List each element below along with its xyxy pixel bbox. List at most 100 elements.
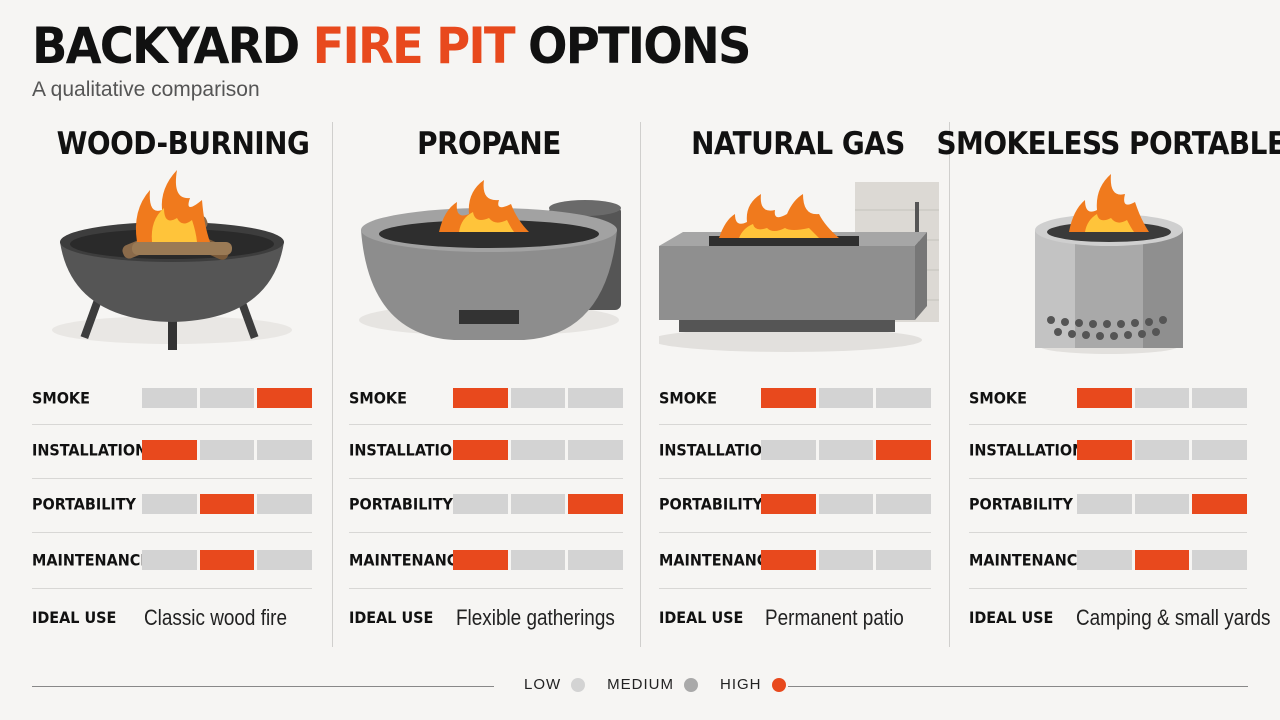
rating-segment-3 bbox=[257, 440, 313, 460]
rating-segment-3 bbox=[1192, 494, 1248, 514]
smokeless-steel-pit-illustration bbox=[969, 170, 1247, 360]
title-accent: FIRE PIT bbox=[312, 17, 516, 75]
wood-fire-pit-illustration bbox=[32, 170, 312, 360]
ideal-use-row: IDEAL USE Permanent patio bbox=[659, 600, 931, 640]
maintenance-rating-bar bbox=[142, 550, 313, 570]
propane-fire-bowl-illustration bbox=[349, 170, 623, 360]
rating-segment-2 bbox=[510, 388, 566, 408]
portability-rating-bar bbox=[1077, 494, 1248, 514]
maintenance-label: MAINTENANCE bbox=[349, 550, 468, 570]
rating-segment-3 bbox=[1192, 550, 1248, 570]
maintenance-rating-bar bbox=[453, 550, 624, 570]
rating-segment-1 bbox=[1077, 550, 1132, 570]
rating-segment-2 bbox=[1134, 440, 1190, 460]
rating-segment-3 bbox=[568, 440, 624, 460]
maintenance-label: MAINTENANCE bbox=[969, 550, 1088, 570]
rating-segment-1 bbox=[1077, 388, 1132, 408]
ideal-use-label: IDEAL USE bbox=[32, 608, 117, 627]
portability-rating-row: PORTABILITY bbox=[32, 478, 313, 530]
legend-low: LOW bbox=[524, 676, 586, 693]
smoke-rating-bar bbox=[1077, 388, 1248, 408]
smoke-rating-bar bbox=[761, 388, 932, 408]
row-separator bbox=[969, 424, 1247, 425]
ideal-use-row: IDEAL USE Classic wood fire bbox=[32, 600, 312, 640]
column-divider bbox=[640, 122, 641, 647]
ideal-use-value: Permanent patio bbox=[765, 605, 904, 630]
portability-rating-row: PORTABILITY bbox=[659, 478, 932, 530]
smoke-rating-row: SMOKE bbox=[32, 372, 313, 424]
row-separator bbox=[32, 424, 312, 425]
rating-segment-1 bbox=[142, 440, 197, 460]
legend-high-dot bbox=[771, 677, 786, 692]
installation-rating-row: INSTALLATION bbox=[32, 424, 313, 476]
legend-high: HIGH bbox=[720, 676, 786, 693]
rating-segment-3 bbox=[568, 494, 624, 514]
rating-segment-3 bbox=[257, 388, 313, 408]
legend-low-dot bbox=[571, 677, 586, 692]
portability-rating-row: PORTABILITY bbox=[349, 478, 624, 530]
smoke-rating-bar bbox=[453, 388, 624, 408]
rating-segment-1 bbox=[142, 550, 197, 570]
rating-segment-2 bbox=[1134, 494, 1190, 514]
column-natural-gas: NATURAL GAS SMOKE INSTALLATION PORTABILITY… bbox=[652, 0, 939, 720]
page-subtitle: A qualitative comparison bbox=[32, 78, 260, 101]
rating-segment-1 bbox=[761, 388, 816, 408]
rating-segment-2 bbox=[818, 550, 874, 570]
rating-segment-2 bbox=[199, 494, 255, 514]
rating-segment-3 bbox=[876, 388, 932, 408]
row-separator bbox=[659, 424, 931, 425]
rating-segment-3 bbox=[1192, 388, 1248, 408]
row-separator bbox=[969, 478, 1247, 479]
installation-rating-row: INSTALLATION bbox=[349, 424, 624, 476]
installation-label: INSTALLATION bbox=[349, 440, 465, 460]
portability-label: PORTABILITY bbox=[32, 494, 136, 514]
rating-segment-2 bbox=[818, 388, 874, 408]
rating-segment-1 bbox=[761, 494, 816, 514]
rating-segment-3 bbox=[568, 388, 624, 408]
ideal-use-row: IDEAL USE Camping & small yards bbox=[969, 600, 1271, 640]
portability-label: PORTABILITY bbox=[349, 494, 453, 514]
column-propane: PROPANE SMOKE INSTALLATION PORTABILITY MAIN… bbox=[349, 0, 624, 720]
legend-medium: MEDIUM bbox=[607, 676, 698, 693]
maintenance-rating-row: MAINTENANCE bbox=[969, 534, 1248, 586]
column-title: NATURAL GAS bbox=[691, 126, 905, 162]
row-separator bbox=[659, 532, 931, 533]
column-divider bbox=[949, 122, 950, 647]
rating-segment-3 bbox=[257, 550, 313, 570]
rating-segment-2 bbox=[510, 440, 566, 460]
title-part-3: OPTIONS bbox=[513, 17, 751, 75]
column-title: PROPANE bbox=[417, 126, 561, 162]
row-separator bbox=[659, 478, 931, 479]
rating-segment-1 bbox=[453, 440, 508, 460]
installation-rating-row: INSTALLATION bbox=[969, 424, 1248, 476]
smoke-rating-bar bbox=[142, 388, 313, 408]
rating-segment-2 bbox=[818, 494, 874, 514]
smoke-label: SMOKE bbox=[969, 388, 1027, 408]
portability-label: PORTABILITY bbox=[969, 494, 1073, 514]
rating-segment-1 bbox=[453, 494, 508, 514]
rating-segment-2 bbox=[818, 440, 874, 460]
portability-rating-bar bbox=[761, 494, 932, 514]
column-smokeless-portable: SMOKELESS PORTABLE SMOKE INSTALLATION PORT… bbox=[936, 0, 1280, 720]
maintenance-label: MAINTENANCE bbox=[32, 550, 151, 570]
maintenance-rating-bar bbox=[1077, 550, 1248, 570]
ideal-use-row: IDEAL USE Flexible gatherings bbox=[349, 600, 623, 640]
installation-rating-bar bbox=[142, 440, 313, 460]
portability-label: PORTABILITY bbox=[659, 494, 763, 514]
smoke-label: SMOKE bbox=[349, 388, 407, 408]
page-title: BACKYARD FIRE PIT OPTIONS bbox=[32, 14, 751, 78]
rating-segment-3 bbox=[876, 550, 932, 570]
rating-segment-3 bbox=[1192, 440, 1248, 460]
rating-legend: LOW MEDIUM HIGH bbox=[524, 676, 808, 693]
ideal-use-value: Flexible gatherings bbox=[456, 605, 615, 630]
ideal-use-value: Classic wood fire bbox=[144, 605, 288, 630]
ideal-use-label: IDEAL USE bbox=[349, 608, 434, 627]
maintenance-rating-bar bbox=[761, 550, 932, 570]
column-title: WOOD-BURNING bbox=[56, 126, 310, 162]
rating-segment-2 bbox=[199, 440, 255, 460]
rating-segment-3 bbox=[876, 494, 932, 514]
rating-segment-2 bbox=[510, 494, 566, 514]
maintenance-rating-row: MAINTENANCE bbox=[349, 534, 624, 586]
row-separator bbox=[349, 478, 623, 479]
installation-label: INSTALLATION bbox=[969, 440, 1085, 460]
